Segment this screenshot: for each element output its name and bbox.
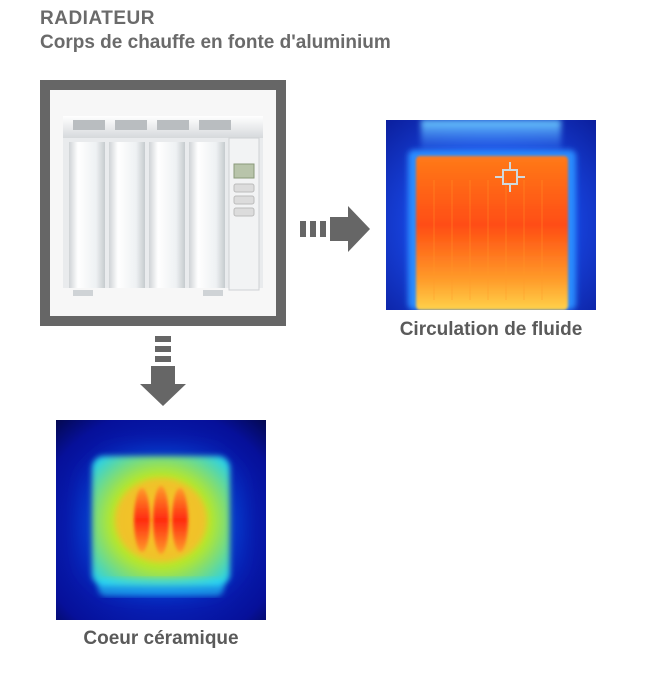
heading-line2: Corps de chauffe en fonte d'aluminium (40, 32, 391, 54)
arrow-down-icon (140, 336, 186, 406)
label-fluid-text: Circulation de fluide (400, 319, 583, 340)
radiator-illustration (63, 108, 263, 298)
heading-line1: RADIATEUR (40, 8, 391, 30)
label-ceramic-text: Coeur céramique (83, 628, 238, 649)
label-ceramic: Coeur céramique (56, 628, 266, 650)
thermal-image-fluid (386, 120, 596, 310)
label-fluid: Circulation de fluide (386, 318, 596, 342)
heading: RADIATEUR Corps de chauffe en fonte d'al… (40, 8, 391, 54)
thermal-image-ceramic (56, 420, 266, 620)
arrow-right-icon (300, 206, 370, 252)
radiator-frame (40, 80, 286, 326)
